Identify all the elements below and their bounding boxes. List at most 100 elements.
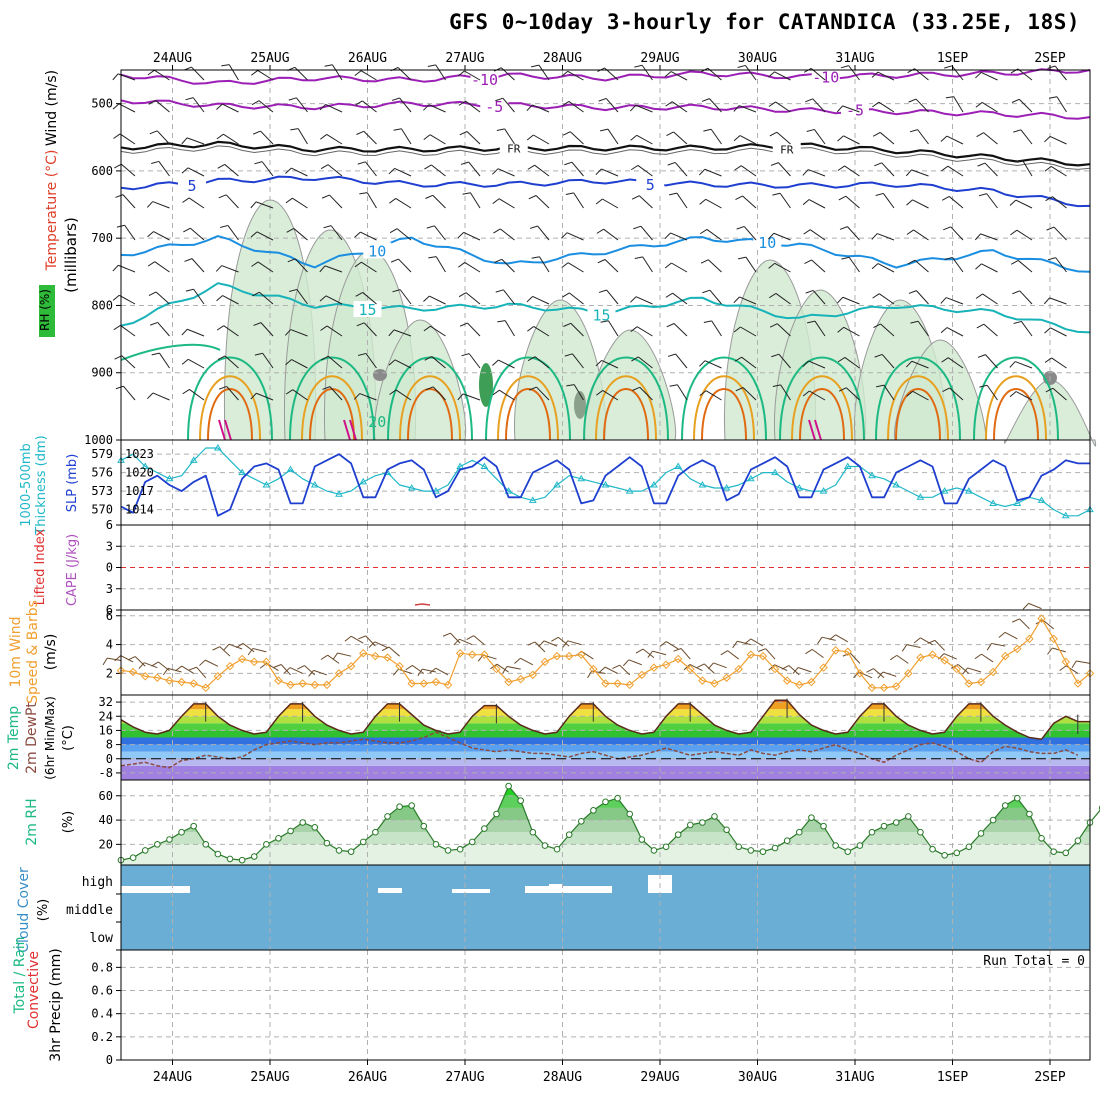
wind-barb [258,100,274,113]
wind10m-marker [564,651,574,661]
wind-barb [256,231,274,241]
wind-barb-flag [1022,603,1029,610]
wind-barb-flag [632,386,640,391]
rh2m-marker [408,802,416,809]
temp-lobe-25 [399,375,461,441]
wind-barb [957,664,970,674]
rh-band [121,820,1090,833]
wind-barb [468,161,481,177]
wind-barb-flag [358,352,367,356]
cloud-cover-fill [121,865,1090,950]
ylabel-2m-dewpt: 2m DewPt [24,702,40,774]
wind-barb [706,229,722,241]
wind-barb [858,671,873,679]
wind-barb-flag [876,384,885,388]
wind-barb-flag [977,162,986,167]
wind-barb [1054,65,1067,81]
thickness-tick-label: 570 [91,503,113,517]
wind-barb [572,353,584,369]
rh2m-marker [384,813,391,820]
rh2m-marker [929,845,936,853]
wind-barb-flag [837,326,845,333]
rh-band [121,807,1090,821]
wind-barb [262,352,274,369]
wind-barb-flag [216,325,225,331]
temp-lobe-30 [603,388,649,441]
wind-barb [1053,226,1067,241]
wind-barb [670,232,688,241]
wind-barb-flag [392,668,399,676]
wind-barb-flag [389,198,397,204]
thickness-marker [1013,499,1022,506]
wind-barb [1020,129,1033,145]
ylabel-cape: CAPE (J/kg) [65,534,80,606]
wind-barb [774,71,791,81]
wind-barb [431,164,446,177]
wind-barb-flag [758,648,766,652]
wind10m-marker [359,648,368,658]
ylabel-wind: Wind (m/s) [44,70,60,146]
wind-barb [464,70,481,81]
wind-barb-flag [1043,297,1050,305]
wind-barb-flag [457,393,464,401]
wind-barb-flag [250,201,257,209]
wind-barb-flag [1059,665,1067,671]
wind-barb-flag [940,327,948,334]
wind-barb [601,359,619,369]
wind-barb [727,650,740,660]
wind-barb-flag [802,169,809,176]
wind-barb-flag [323,225,332,229]
wind-barb-flag [664,71,672,78]
thickness-marker [989,499,997,506]
top-date-label: 24AUG [153,51,192,66]
wind-barb-flag [458,100,466,106]
wind-barb [671,101,688,113]
temp-lobe-25 [791,375,853,441]
wind-barb-flag [875,192,884,196]
wind-barb [188,358,205,369]
rh2m-marker [965,843,973,851]
wind10m-marker [952,664,962,674]
wind-barb [808,360,826,369]
wind-barb [118,103,136,113]
wind-barb [635,104,653,113]
wind-barb-flag [494,258,502,263]
wind-barb [567,70,584,81]
wind-barb [711,320,722,337]
wind-barb-flag [598,289,607,293]
wind-barb [394,167,412,177]
wind10m-marker [140,672,150,681]
wind-barb-flag [424,355,432,361]
contour-label-bg [753,233,782,250]
wind-barb-flag [853,671,860,679]
wind-barb-flag [905,169,912,177]
wind-barb-flag [974,233,981,241]
wind-barb-flag [424,164,432,170]
wind-barb-flag [182,388,190,395]
wind-barb [259,291,274,305]
wind-barb [916,290,929,305]
wind-barb [497,168,515,177]
wind-barb [1042,619,1054,630]
rh2m-marker [941,851,948,859]
wind-barb-flag [182,197,190,203]
wind-barb-flag [802,199,810,206]
temp-lobe-25 [887,375,949,441]
wind-barb [296,97,308,113]
wind10m-marker [855,669,865,678]
ylabel-temperature: Temperature (°C) [44,150,60,272]
wind-barb-flag [527,641,536,646]
contour-20-edge [120,343,221,361]
rh2m-marker [953,849,961,857]
thickness-marker [335,490,343,497]
rh2m-marker [820,822,827,830]
wind-barb-flag [873,323,881,329]
wind-barb-flag [664,232,671,240]
wind-barb-flag [699,360,706,367]
wind-barb [750,638,764,647]
wind-barb [672,292,688,305]
rh2m-marker [1001,802,1009,809]
wind-barb [1052,196,1067,209]
wind-barb [261,161,274,177]
wind-barb-flag [254,161,263,165]
